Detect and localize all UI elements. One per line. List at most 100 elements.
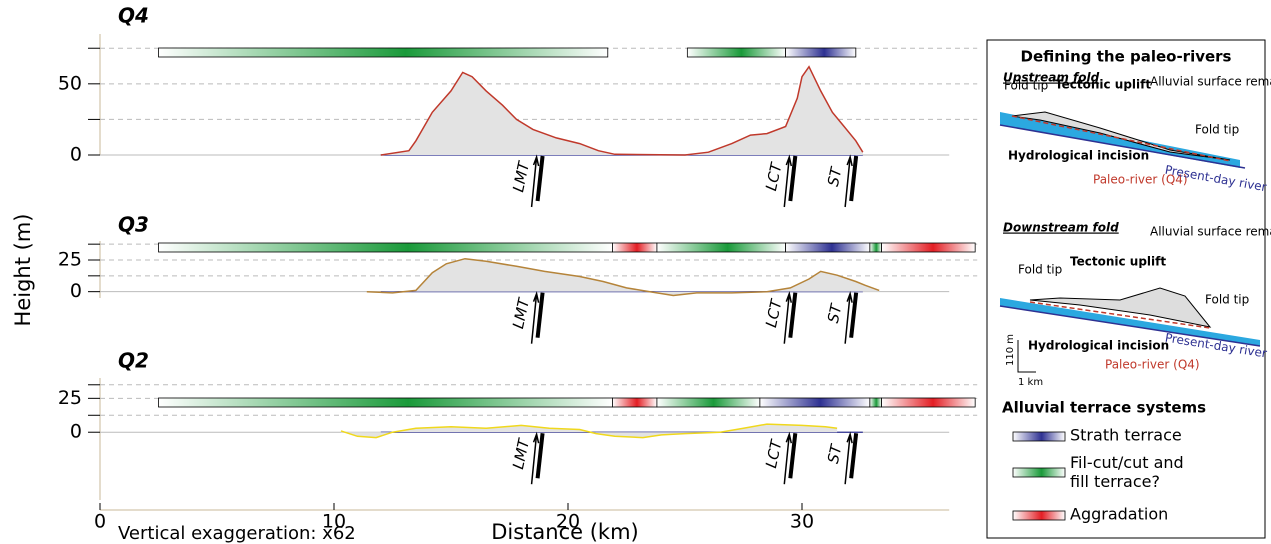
river-wedge [1000,298,1260,346]
scale-label: 1 km [1018,377,1043,388]
terrace-bar [759,397,871,408]
profile-line [340,423,838,439]
label: Fold tip [1205,293,1249,307]
terrace-bar [158,397,613,408]
y-tick-label: 25 [58,387,82,409]
terrace-bar [869,397,882,408]
x-tick-label: 30 [790,511,814,533]
profile-area [341,424,838,438]
fault-arrow [783,431,793,485]
fault-plane [788,155,798,202]
profile-area [366,258,880,296]
diagram-title: Downstream fold [1003,221,1119,235]
fault-plane [788,433,798,479]
fault-label: ST [824,301,846,325]
terrace-bar [785,242,871,253]
label: Alluvial surface remants (Q4) [1150,225,1271,239]
panel-title: Q2 [118,349,149,373]
paleo-river-line [1029,301,1211,329]
label: Fold tip [1018,263,1062,277]
fault-arrow [530,154,540,208]
fault-arrow [783,291,793,344]
fault-plane [788,292,798,338]
terrace-bar [612,397,658,408]
terrace-bar [881,397,976,408]
fault-label: LCT [762,296,786,329]
label: Paleo-river (Q4) [1093,173,1188,187]
terrace-bar [656,397,761,408]
fault-label: LMT [509,295,533,330]
fault-label: LCT [762,437,786,470]
legend-subtitle: Alluvial terrace systems [1002,399,1206,417]
fault-plane [849,155,859,202]
fault-label: LCT [762,160,786,193]
fold-surface [1011,111,1231,161]
terrace-bar [158,47,609,58]
x-tick-label: 10 [322,511,346,533]
fault-label: ST [824,441,846,465]
fault-arrow [844,291,853,344]
fault-plane [535,155,545,202]
panel-title: Q4 [118,4,149,28]
fault-plane [849,292,859,338]
y-tick-label: 50 [58,72,82,94]
fault-label: ST [824,164,846,188]
fault-arrow [530,431,540,485]
x-tick-label: 0 [94,511,106,533]
legend-label: Aggradation [1070,505,1168,524]
diagram-title: Upstream fold [1003,71,1100,85]
terrace-bar [881,242,976,253]
profile-line [380,65,864,156]
legend-title: Defining the paleo-rivers [1021,48,1232,66]
label: Fold tip [1195,123,1239,137]
fault-arrow [783,154,793,208]
profile-line [366,257,880,297]
y-axis-label: Height (m) [11,214,35,327]
fault-arrow [844,431,853,485]
label: Fold tip [1004,79,1048,93]
fault-plane [535,292,545,338]
fault-plane [849,433,859,479]
x-tick-label: 20 [556,511,580,533]
terrace-bar [656,242,787,253]
terrace-bar [158,242,613,253]
terrace-bar [869,242,882,253]
fault-plane [535,433,545,479]
terrace-bar [686,47,787,58]
label: Hydrological incision [1008,149,1149,163]
fault-arrow [844,154,853,208]
profile-area [380,66,863,155]
fold-surface [1029,287,1212,328]
scale-label: 110 m [1005,334,1016,366]
label: Paleo-river (Q4) [1105,358,1200,372]
legend-label: Strath terrace [1070,426,1182,445]
y-tick-label: 0 [70,144,82,166]
fault-label: LMT [509,158,533,193]
y-tick-label: 25 [58,249,82,271]
legend-swatch [1012,467,1066,478]
x-axis-label: Distance (km) [491,520,639,544]
scale-bar [1017,340,1036,373]
label: Tectonic uplift [1070,255,1166,269]
legend-swatch [1012,431,1066,442]
fault-label: LMT [509,436,533,471]
panel-title: Q3 [118,213,149,237]
label: Hydrological incision [1028,339,1169,353]
legend-swatch [1012,510,1066,521]
legend-label: Fil-cut/cut and fill terrace? [1070,453,1184,491]
y-tick-label: 0 [70,421,82,443]
terrace-legend: Strath terrace Fil-cut/cut and fill terrac… [1012,426,1184,524]
present-river-line [999,124,1246,169]
y-tick-label: 0 [70,280,82,302]
label: Alluvial surface remants (Q4) [1150,75,1271,89]
label: Tectonic uplift [1055,78,1151,92]
terrace-bar [785,47,857,58]
paleo-river-line [1011,115,1231,162]
note: Vertical exaggeration: x62 [118,523,356,544]
terrace-bar [612,242,658,253]
present-river-line [999,305,1261,347]
legend-panel: Defining the paleo-rivers Upstream fold … [986,39,1271,539]
fault-arrow [530,291,540,344]
